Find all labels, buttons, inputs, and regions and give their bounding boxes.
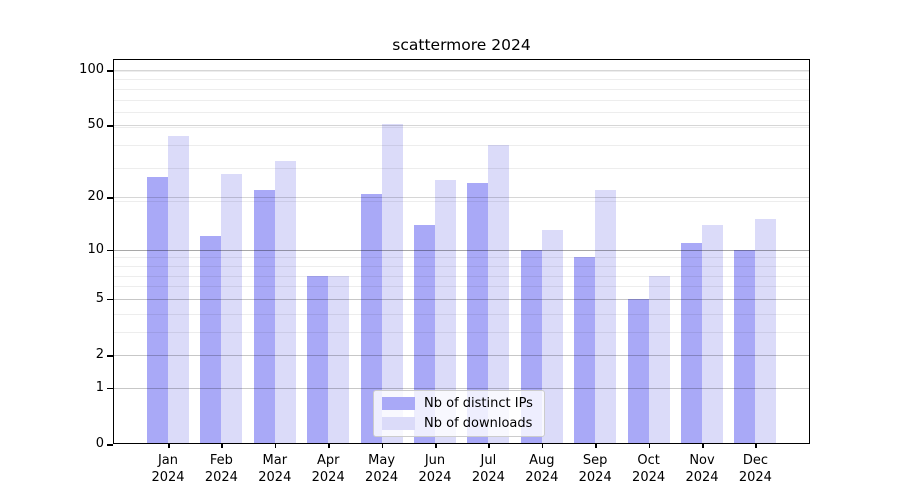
x-axis-tick-mark xyxy=(755,444,757,448)
x-axis-label-mar: Mar 2024 xyxy=(258,453,292,485)
bar-downloads-apr xyxy=(328,275,350,444)
y-axis-tick-label: 0 xyxy=(95,436,104,451)
x-axis-label-oct: Oct 2024 xyxy=(632,453,666,485)
bar-distinct-ips-mar xyxy=(253,189,275,444)
y-axis-tick-mark xyxy=(107,387,113,390)
bar-downloads-jan xyxy=(168,135,189,444)
x-axis-tick-mark xyxy=(702,444,704,448)
x-axis-tick-mark xyxy=(274,444,277,448)
bar-distinct-ips-dec xyxy=(734,249,756,444)
gridline-minor xyxy=(113,313,810,315)
bar-downloads-may xyxy=(381,123,403,444)
gridline-minor xyxy=(113,298,810,300)
x-axis-label-feb: Feb 2024 xyxy=(204,453,238,485)
x-axis-tick-mark xyxy=(595,444,597,448)
gridline-minor xyxy=(113,99,810,101)
bar-distinct-ips-feb xyxy=(200,236,222,444)
bar-distinct-ips-jul xyxy=(467,183,489,444)
gridline-minor xyxy=(113,127,810,128)
y-axis-tick-label: 2 xyxy=(95,347,104,362)
y-axis-tick-label: 20 xyxy=(87,189,104,205)
y-axis-tick-mark xyxy=(107,298,113,301)
gridline-major xyxy=(113,387,810,389)
x-axis-label-aug: Aug 2024 xyxy=(525,453,559,485)
x-axis-label-jul: Jul 2024 xyxy=(471,453,505,485)
gridline-minor xyxy=(113,257,810,259)
gridline-minor xyxy=(113,79,810,81)
x-axis-tick-mark xyxy=(221,444,223,448)
bar-distinct-ips-oct xyxy=(627,298,649,444)
x-axis-tick-mark xyxy=(541,444,544,448)
gridline-minor xyxy=(113,265,810,267)
gridline-minor xyxy=(113,168,810,170)
y-axis-tick-mark xyxy=(107,197,113,199)
bar-downloads-dec xyxy=(755,219,777,444)
bar-downloads-aug xyxy=(541,230,563,444)
legend-swatch-distinct-ips xyxy=(382,397,415,410)
legend-label-distinct-ips: Nb of distinct IPs xyxy=(424,396,533,411)
bar-downloads-mar xyxy=(274,160,296,444)
bar-distinct-ips-nov xyxy=(681,242,702,444)
bar-distinct-ips-may xyxy=(360,193,382,444)
y-axis-tick-mark xyxy=(107,355,113,357)
gridline-major xyxy=(113,125,810,127)
gridline-emphasis xyxy=(113,249,810,251)
y-axis-tick-mark xyxy=(107,125,113,127)
x-axis-tick-mark xyxy=(328,444,330,448)
gridline-minor xyxy=(113,355,810,356)
bar-downloads-oct xyxy=(648,275,670,444)
gridline-major xyxy=(113,355,810,356)
legend-label-downloads: Nb of downloads xyxy=(424,416,533,431)
gridline-minor xyxy=(113,286,810,288)
gridline-minor xyxy=(113,331,810,333)
x-axis-tick-mark xyxy=(648,444,651,448)
x-axis-label-jun: Jun 2024 xyxy=(418,453,452,485)
plot-area xyxy=(113,59,810,444)
x-axis-label-nov: Nov 2024 xyxy=(685,453,719,485)
gridline-minor xyxy=(113,70,810,72)
y-axis-tick-label: 10 xyxy=(87,241,104,257)
bar-distinct-ips-sep xyxy=(574,257,596,444)
y-axis-tick-label: 1 xyxy=(95,379,104,395)
chart-title: scattermore 2024 xyxy=(392,36,531,54)
x-axis-tick-mark xyxy=(168,444,170,448)
gridline-minor xyxy=(113,112,810,114)
gridline-major xyxy=(113,298,810,300)
x-axis-tick-mark xyxy=(488,444,490,448)
gridline-minor xyxy=(113,387,810,389)
gridline-major xyxy=(113,70,810,71)
y-axis-tick-mark xyxy=(107,444,113,446)
gridline-minor xyxy=(113,201,810,203)
y-axis-tick-label: 50 xyxy=(87,117,104,133)
x-axis-label-dec: Dec 2024 xyxy=(738,453,772,485)
x-axis-label-apr: Apr 2024 xyxy=(311,453,345,485)
bar-distinct-ips-jun xyxy=(414,224,435,444)
y-axis-tick-label: 100 xyxy=(79,62,104,77)
x-axis-tick-mark xyxy=(435,444,437,448)
gridline-minor xyxy=(113,88,810,90)
y-axis-tick-label: 5 xyxy=(95,290,104,306)
gridline-minor xyxy=(113,275,810,277)
x-axis-label-sep: Sep 2024 xyxy=(578,453,612,485)
gridline-minor xyxy=(113,145,810,147)
bar-distinct-ips-jan xyxy=(147,176,168,444)
bar-downloads-jun xyxy=(435,180,456,444)
bar-downloads-feb xyxy=(221,174,243,444)
x-axis-label-may: May 2024 xyxy=(365,453,399,485)
bar-downloads-nov xyxy=(702,224,723,444)
y-axis-tick-mark xyxy=(107,70,113,72)
legend-item-downloads: Nb of downloads xyxy=(382,415,536,432)
bar-downloads-jul xyxy=(488,145,510,444)
y-axis-tick-mark xyxy=(107,249,113,252)
x-axis-tick-mark xyxy=(381,444,384,448)
legend-swatch-downloads xyxy=(382,417,415,430)
bar-downloads-sep xyxy=(595,189,617,444)
x-axis-label-jan: Jan 2024 xyxy=(151,453,185,485)
legend-box: Nb of distinct IPs Nb of downloads xyxy=(373,390,545,437)
bar-distinct-ips-apr xyxy=(307,275,329,444)
gridline-major xyxy=(113,197,810,199)
legend-item-distinct-ips: Nb of distinct IPs xyxy=(382,395,536,412)
